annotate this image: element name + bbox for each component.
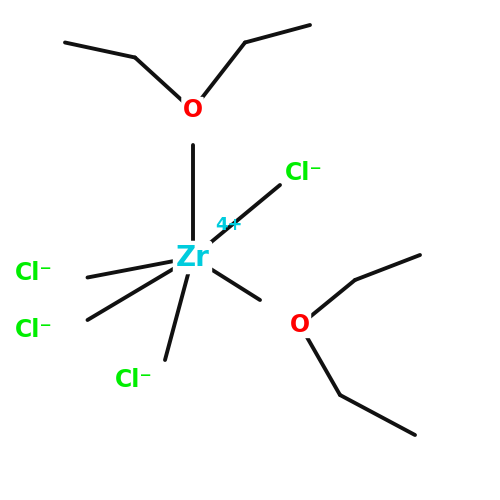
Text: O: O <box>182 98 203 122</box>
Text: O: O <box>290 313 310 337</box>
Text: Cl⁻: Cl⁻ <box>15 260 53 284</box>
Text: Cl⁻: Cl⁻ <box>115 368 153 392</box>
Text: 4+: 4+ <box>215 216 242 234</box>
Text: Cl⁻: Cl⁻ <box>15 318 53 342</box>
Text: Zr: Zr <box>176 244 210 272</box>
Text: Cl⁻: Cl⁻ <box>285 160 323 184</box>
